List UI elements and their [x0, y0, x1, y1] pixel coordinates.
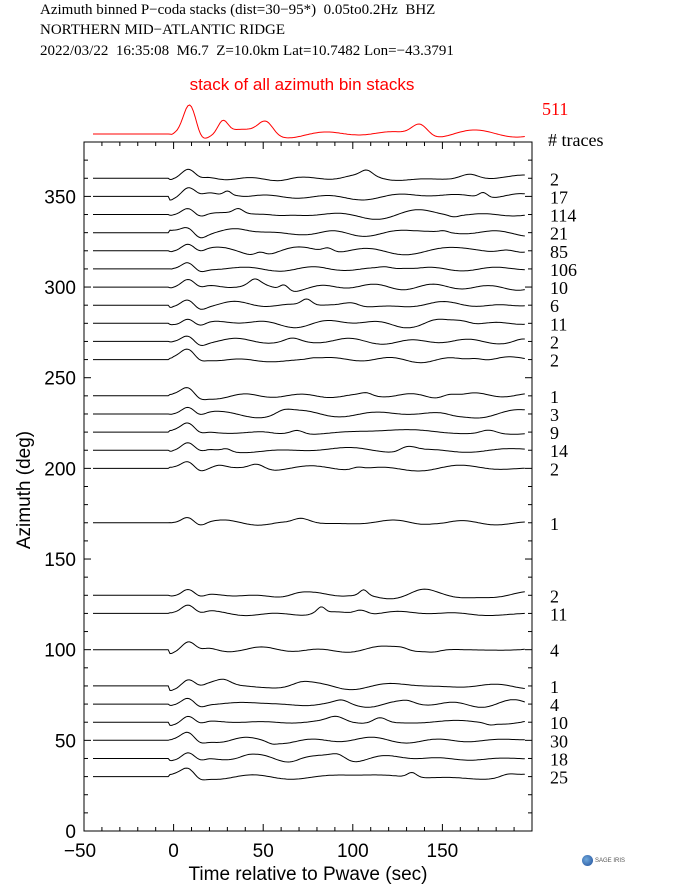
header-line-1: Azimuth binned P−coda stacks (dist=30−95…	[40, 2, 436, 18]
trace-120	[93, 604, 525, 617]
trace-counts: 2171142185106106112213914212114141030182…	[550, 169, 577, 787]
trace-count-230: 3	[550, 405, 559, 425]
trace-count-40: 18	[550, 750, 568, 770]
y-tick-label: 200	[44, 459, 76, 480]
trace-count-270: 2	[550, 332, 559, 352]
trace-count-280: 11	[550, 314, 567, 334]
trace-240	[93, 387, 525, 401]
trace-count-350: 17	[550, 187, 568, 207]
trace-340	[93, 207, 525, 220]
x-tick-label: 100	[337, 841, 369, 862]
trace-40	[93, 752, 525, 763]
trace-count-310: 106	[550, 260, 577, 280]
x-tick-label: 0	[168, 841, 179, 862]
stack-group	[93, 104, 525, 139]
trace-230	[93, 406, 525, 419]
trace-count-80: 1	[550, 677, 559, 697]
trace-count-170: 1	[550, 514, 559, 534]
trace-70	[93, 697, 525, 708]
trace-count-30: 25	[550, 768, 568, 788]
trace-60	[93, 715, 525, 726]
stack-count: 511	[542, 99, 568, 119]
trace-count-360: 2	[550, 169, 559, 189]
y-tick-label: 250	[44, 369, 76, 390]
globe-icon	[582, 855, 593, 866]
trace-330	[93, 227, 525, 239]
y-axis-label: Azimuth (deg)	[14, 431, 35, 549]
trace-count-70: 4	[550, 695, 559, 715]
trace-count-100: 4	[550, 641, 559, 661]
trace-100	[93, 641, 525, 655]
trace-170	[93, 517, 525, 526]
y-tick-label: 50	[55, 731, 76, 752]
trace-count-210: 14	[550, 441, 568, 461]
trace-count-120: 11	[550, 604, 567, 624]
trace-210	[93, 442, 525, 454]
y-tick-label: 350	[44, 187, 76, 208]
trace-360	[93, 168, 525, 182]
trace-300	[93, 278, 525, 292]
trace-count-290: 6	[550, 296, 559, 316]
plot-frame	[83, 141, 533, 832]
trace-30	[93, 767, 525, 781]
x-axis-label: Time relative to Pwave (sec)	[189, 864, 428, 885]
trace-260	[93, 348, 525, 364]
trace-350	[93, 187, 525, 201]
trace-count-200: 2	[550, 459, 559, 479]
trace-200	[93, 461, 525, 472]
x-tick-label: −50	[64, 841, 96, 862]
trace-count-320: 85	[550, 242, 568, 262]
trace-count-50: 30	[550, 731, 568, 751]
trace-count-60: 10	[550, 713, 568, 733]
y-tick-label: 100	[44, 641, 76, 662]
trace-130	[93, 588, 525, 600]
trace-80	[93, 678, 525, 692]
trace-count-240: 1	[550, 387, 559, 407]
trace-count-260: 2	[550, 351, 559, 371]
x-tick-label: 150	[427, 841, 459, 862]
trace-50	[93, 731, 525, 745]
sage-logo: SAGE IRIS	[582, 855, 625, 866]
logo-text: SAGE IRIS	[595, 857, 626, 864]
x-tick-label: 50	[253, 841, 274, 862]
x-axis: −50 0 50 100 150	[64, 142, 515, 862]
trace-count-130: 2	[550, 586, 559, 606]
trace-count-220: 9	[550, 423, 559, 443]
y-axis: 0 50 100 150 200 250 300 350	[44, 159, 532, 843]
trace-320	[93, 243, 525, 256]
header-line-2: NORTHERN MID−ATLANTIC RIDGE	[40, 22, 286, 38]
trace-280	[93, 318, 525, 329]
trace-count-330: 21	[550, 224, 568, 244]
trace-count-340: 114	[550, 206, 576, 226]
trace-group	[93, 168, 525, 781]
trace-count-header: # traces	[548, 130, 603, 150]
trace-270	[93, 335, 525, 347]
trace-310	[93, 262, 525, 273]
y-tick-label: 300	[44, 278, 76, 299]
trace-count-300: 10	[550, 278, 568, 298]
y-tick-label: 0	[65, 822, 76, 843]
trace-290	[93, 298, 525, 310]
stack-trace	[93, 104, 525, 139]
stack-label: stack of all azimuth bin stacks	[190, 75, 415, 94]
trace-220	[93, 422, 525, 435]
y-tick-label: 150	[44, 550, 76, 571]
header-line-3: 2022/03/22 16:35:08 M6.7 Z=10.0km Lat=10…	[40, 43, 454, 59]
